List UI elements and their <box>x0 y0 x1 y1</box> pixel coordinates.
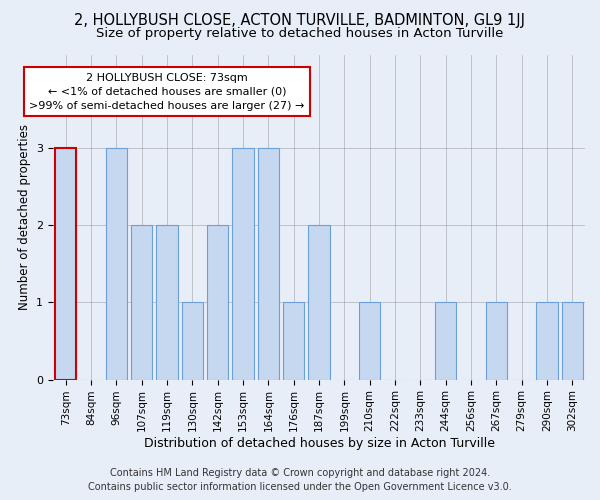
Bar <box>131 225 152 380</box>
Bar <box>156 225 178 380</box>
Bar <box>562 302 583 380</box>
Bar <box>232 148 254 380</box>
Bar <box>536 302 558 380</box>
Bar <box>485 302 507 380</box>
Text: Size of property relative to detached houses in Acton Turville: Size of property relative to detached ho… <box>97 28 503 40</box>
Text: 2, HOLLYBUSH CLOSE, ACTON TURVILLE, BADMINTON, GL9 1JJ: 2, HOLLYBUSH CLOSE, ACTON TURVILLE, BADM… <box>74 12 526 28</box>
Bar <box>182 302 203 380</box>
Bar <box>435 302 457 380</box>
Bar <box>359 302 380 380</box>
Bar <box>308 225 330 380</box>
Y-axis label: Number of detached properties: Number of detached properties <box>17 124 31 310</box>
Bar <box>257 148 279 380</box>
Bar <box>283 302 304 380</box>
Bar <box>207 225 229 380</box>
Text: 2 HOLLYBUSH CLOSE: 73sqm
← <1% of detached houses are smaller (0)
>99% of semi-d: 2 HOLLYBUSH CLOSE: 73sqm ← <1% of detach… <box>29 73 305 111</box>
Text: Contains HM Land Registry data © Crown copyright and database right 2024.
Contai: Contains HM Land Registry data © Crown c… <box>88 468 512 492</box>
Bar <box>106 148 127 380</box>
X-axis label: Distribution of detached houses by size in Acton Turville: Distribution of detached houses by size … <box>143 437 494 450</box>
Bar <box>55 148 76 380</box>
